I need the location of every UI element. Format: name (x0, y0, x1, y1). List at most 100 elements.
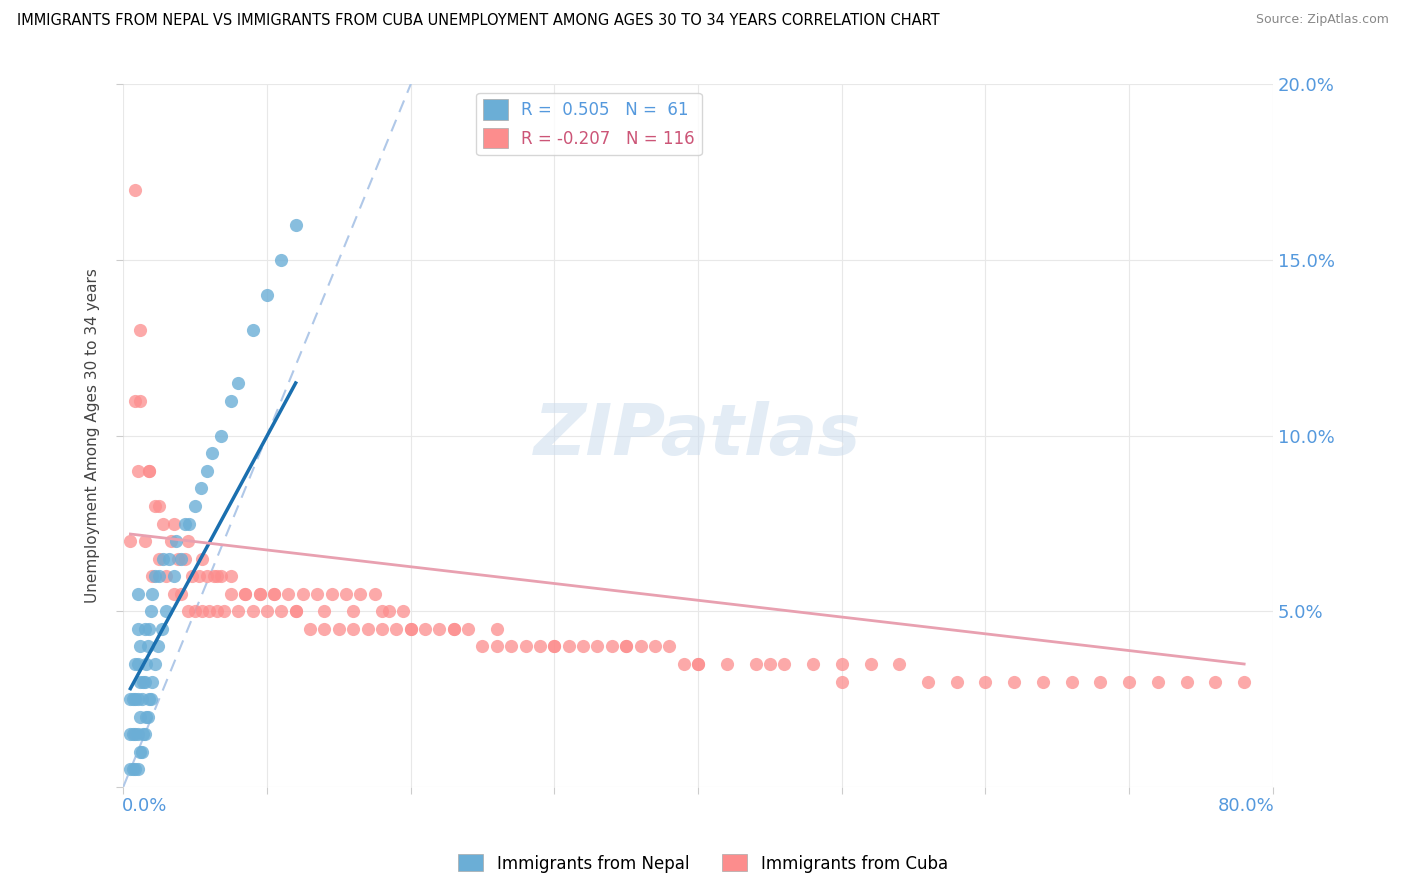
Point (124, 183, 146, 197)
Point (170, 551, 193, 566)
Point (1147, 674, 1170, 689)
Point (371, 622, 394, 636)
Point (129, 674, 152, 689)
Point (1118, 674, 1140, 689)
Point (759, 657, 782, 671)
Point (378, 604, 401, 618)
Point (174, 551, 197, 566)
Point (127, 727, 149, 741)
Point (174, 516, 197, 531)
Point (242, 604, 264, 618)
Point (120, 727, 142, 741)
Point (129, 640, 152, 654)
Point (148, 499, 170, 513)
Point (198, 604, 221, 618)
Point (226, 376, 249, 390)
Point (270, 253, 292, 268)
Point (284, 218, 307, 232)
Point (219, 393, 242, 408)
Point (600, 640, 623, 654)
Point (335, 587, 357, 601)
Point (209, 428, 232, 442)
Legend: R =  0.505   N =  61, R = -0.207   N = 116: R = 0.505 N = 61, R = -0.207 N = 116 (477, 93, 702, 155)
Point (831, 674, 853, 689)
Point (614, 640, 637, 654)
Point (155, 569, 177, 583)
Point (270, 604, 292, 618)
Point (1032, 674, 1054, 689)
Point (195, 464, 218, 478)
Point (124, 763, 146, 777)
Point (399, 622, 422, 636)
Point (138, 464, 160, 478)
Point (134, 727, 156, 741)
Point (328, 622, 350, 636)
Point (557, 640, 579, 654)
Point (157, 551, 180, 566)
Point (127, 622, 149, 636)
Point (131, 745, 153, 759)
Point (242, 323, 264, 337)
Point (256, 288, 278, 302)
Point (974, 674, 997, 689)
Point (129, 745, 152, 759)
Point (170, 587, 193, 601)
Point (141, 674, 163, 689)
Text: 0.0%: 0.0% (122, 797, 167, 814)
Point (124, 692, 146, 706)
Point (672, 657, 695, 671)
Point (120, 763, 142, 777)
Point (307, 587, 329, 601)
Point (129, 323, 152, 337)
Point (443, 622, 465, 636)
Point (134, 674, 156, 689)
Point (143, 657, 166, 671)
Point (131, 692, 153, 706)
Point (134, 534, 156, 549)
Point (457, 622, 479, 636)
Point (127, 763, 149, 777)
Point (150, 622, 173, 636)
Legend: Immigrants from Nepal, Immigrants from Cuba: Immigrants from Nepal, Immigrants from C… (451, 847, 955, 880)
Point (138, 692, 160, 706)
Point (644, 640, 666, 654)
Point (139, 692, 162, 706)
Point (277, 587, 299, 601)
Point (205, 604, 228, 618)
Point (132, 674, 155, 689)
Point (127, 692, 149, 706)
Point (139, 604, 162, 618)
Point (249, 587, 271, 601)
Point (202, 569, 225, 583)
Point (122, 763, 145, 777)
Point (399, 622, 422, 636)
Point (124, 657, 146, 671)
Point (485, 622, 508, 636)
Point (219, 569, 242, 583)
Text: Source: ZipAtlas.com: Source: ZipAtlas.com (1256, 13, 1389, 27)
Point (143, 569, 166, 583)
Point (321, 587, 343, 601)
Text: IMMIGRANTS FROM NEPAL VS IMMIGRANTS FROM CUBA UNEMPLOYMENT AMONG AGES 30 TO 34 Y: IMMIGRANTS FROM NEPAL VS IMMIGRANTS FROM… (17, 13, 939, 29)
Point (127, 587, 149, 601)
Point (159, 534, 181, 549)
Point (342, 604, 364, 618)
Point (226, 604, 249, 618)
Point (179, 516, 201, 531)
Point (201, 446, 224, 460)
Point (1175, 674, 1198, 689)
Point (429, 622, 451, 636)
Point (543, 640, 565, 654)
Point (141, 569, 163, 583)
Point (141, 587, 163, 601)
Point (485, 640, 508, 654)
Point (165, 534, 187, 549)
Point (831, 657, 853, 671)
Point (209, 569, 232, 583)
Point (129, 393, 152, 408)
Point (212, 604, 235, 618)
Point (543, 640, 565, 654)
Point (152, 551, 174, 566)
Point (263, 587, 285, 601)
Text: 80.0%: 80.0% (1218, 797, 1274, 814)
